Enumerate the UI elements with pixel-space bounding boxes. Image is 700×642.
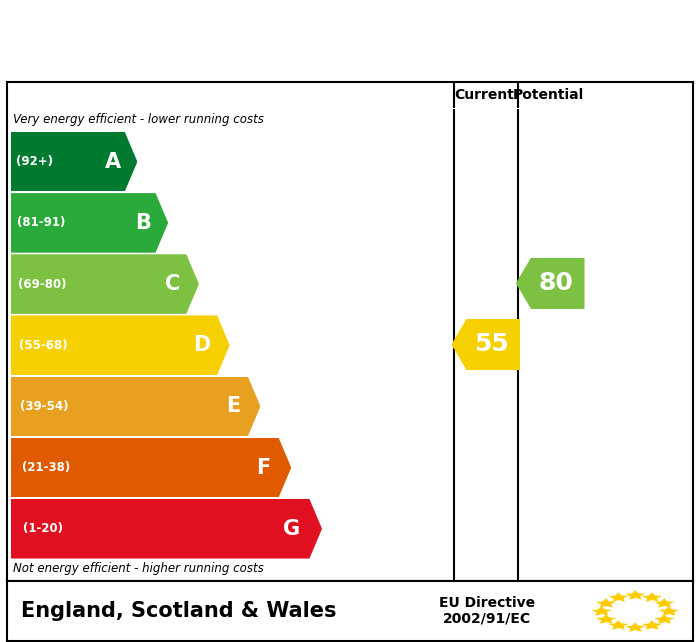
Polygon shape	[654, 614, 675, 624]
Text: B: B	[135, 213, 150, 233]
Text: E: E	[226, 396, 240, 417]
Text: F: F	[256, 458, 270, 478]
Polygon shape	[10, 438, 291, 498]
Polygon shape	[596, 598, 617, 607]
Polygon shape	[10, 193, 168, 253]
Polygon shape	[516, 257, 584, 309]
Text: A: A	[105, 152, 121, 171]
Text: C: C	[165, 274, 181, 294]
Text: (92+): (92+)	[15, 155, 52, 168]
Polygon shape	[10, 132, 137, 191]
Polygon shape	[10, 315, 230, 375]
Polygon shape	[659, 606, 679, 616]
Text: Very energy efficient - lower running costs: Very energy efficient - lower running co…	[13, 113, 264, 126]
Polygon shape	[642, 593, 662, 602]
Polygon shape	[608, 620, 629, 630]
Text: (55-68): (55-68)	[20, 339, 68, 352]
Text: D: D	[193, 335, 211, 355]
Text: (1-20): (1-20)	[23, 522, 63, 535]
Text: 55: 55	[474, 333, 509, 356]
Polygon shape	[625, 590, 645, 600]
Text: Current: Current	[454, 88, 514, 102]
Text: Potential: Potential	[513, 88, 584, 102]
Polygon shape	[608, 593, 629, 602]
Polygon shape	[596, 614, 617, 624]
Text: (81-91): (81-91)	[17, 216, 65, 229]
Text: 80: 80	[538, 272, 573, 295]
Text: Not energy efficient - higher running costs: Not energy efficient - higher running co…	[13, 562, 264, 575]
Text: (39-54): (39-54)	[20, 400, 69, 413]
Polygon shape	[10, 377, 260, 436]
Polygon shape	[625, 623, 645, 632]
Text: (69-80): (69-80)	[18, 277, 66, 291]
Polygon shape	[10, 254, 199, 314]
Text: EU Directive
2002/91/EC: EU Directive 2002/91/EC	[439, 596, 536, 626]
Polygon shape	[654, 598, 675, 607]
Text: England, Scotland & Wales: England, Scotland & Wales	[21, 601, 336, 621]
Polygon shape	[10, 499, 322, 559]
Polygon shape	[642, 620, 662, 630]
Text: (21-38): (21-38)	[22, 461, 70, 474]
Text: Energy Efficiency Rating: Energy Efficiency Rating	[15, 26, 435, 56]
Polygon shape	[452, 318, 520, 370]
Text: G: G	[283, 519, 300, 539]
Polygon shape	[592, 606, 612, 616]
